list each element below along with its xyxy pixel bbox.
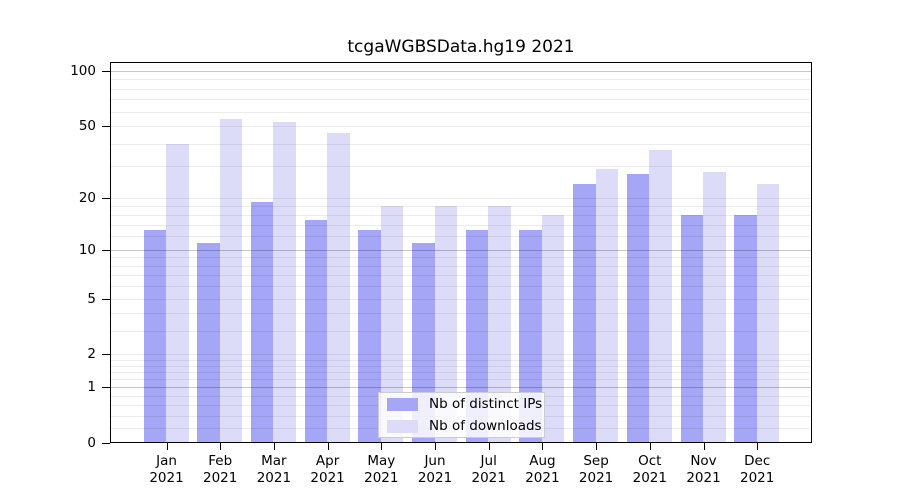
bar-jul-downloads xyxy=(488,205,511,443)
legend-swatch-downloads xyxy=(387,419,418,433)
legend: Nb of distinct IPs Nb of downloads xyxy=(378,392,545,438)
gridline xyxy=(110,99,812,101)
bar-apr-distinct-ips xyxy=(304,219,328,443)
y-tick-label-0: 0 xyxy=(87,435,96,451)
x-tick-mark xyxy=(542,443,544,450)
bar-nov-distinct-ips xyxy=(680,214,703,443)
x-tick-label-dec: Dec 2021 xyxy=(740,453,775,486)
y-tick-label-50: 50 xyxy=(78,118,96,135)
gridline xyxy=(110,111,812,113)
gridline xyxy=(110,143,812,145)
bar-nov-downloads xyxy=(703,171,726,443)
bar-may-downloads xyxy=(380,205,404,443)
bar-apr-downloads xyxy=(327,132,350,443)
bar-jul-distinct-ips xyxy=(465,230,489,443)
x-tick-label-sep: Sep 2021 xyxy=(578,453,614,486)
x-tick-mark xyxy=(273,443,275,450)
legend-swatch-distinct-ips xyxy=(387,397,418,411)
y-tick-label-20: 20 xyxy=(78,189,96,206)
plot-area xyxy=(110,62,812,443)
x-tick-mark xyxy=(596,443,598,450)
y-tick-mark xyxy=(102,387,110,389)
x-tick-mark xyxy=(381,443,383,450)
bar-oct-downloads xyxy=(649,149,672,443)
x-tick-label-mar: Mar 2021 xyxy=(256,453,292,486)
x-tick-mark xyxy=(327,443,329,450)
bar-jan-downloads xyxy=(166,143,189,443)
x-tick-mark xyxy=(435,443,436,450)
gridline xyxy=(110,166,812,168)
bar-sep-distinct-ips xyxy=(573,183,596,443)
x-tick-label-nov: Nov 2021 xyxy=(686,453,721,486)
bar-may-distinct-ips xyxy=(358,230,381,443)
gridline xyxy=(110,88,812,90)
x-tick-label-jul: Jul 2021 xyxy=(471,453,506,486)
legend-label-downloads: Nb of downloads xyxy=(429,417,542,434)
y-tick-label-1: 1 xyxy=(87,379,96,396)
bar-feb-downloads xyxy=(219,118,243,443)
x-tick-label-oct: Oct 2021 xyxy=(632,453,667,486)
bar-oct-distinct-ips xyxy=(626,174,650,443)
y-tick-mark xyxy=(102,443,110,444)
bar-jun-downloads xyxy=(434,205,457,443)
x-tick-mark xyxy=(488,443,490,450)
y-tick-label-2: 2 xyxy=(87,346,96,363)
x-tick-mark xyxy=(757,443,759,450)
gridline xyxy=(110,79,812,81)
legend-label-distinct-ips: Nb of distinct IPs xyxy=(429,395,543,412)
x-tick-label-jun: Jun 2021 xyxy=(417,453,453,486)
y-tick-label-10: 10 xyxy=(78,241,96,258)
y-tick-mark xyxy=(102,197,110,199)
y-tick-mark xyxy=(102,71,110,72)
bar-sep-downloads xyxy=(595,168,619,443)
x-tick-mark xyxy=(220,443,222,450)
legend-item-distinct-ips: Nb of distinct IPs xyxy=(379,395,544,414)
y-tick-mark xyxy=(102,249,110,251)
bar-dec-downloads xyxy=(756,183,780,443)
y-tick-label-100: 100 xyxy=(70,63,96,79)
y-tick-mark xyxy=(102,354,110,356)
x-tick-label-jan: Jan 2021 xyxy=(149,453,184,486)
x-tick-mark xyxy=(166,443,168,450)
bar-aug-downloads xyxy=(541,214,565,443)
x-tick-label-may: May 2021 xyxy=(364,453,399,486)
bar-jan-distinct-ips xyxy=(143,230,166,443)
x-tick-label-aug: Aug 2021 xyxy=(525,453,560,486)
bar-dec-distinct-ips xyxy=(734,214,757,443)
gridline-major xyxy=(110,71,812,72)
y-tick-mark xyxy=(102,298,110,300)
chart-title: tcgaWGBSData.hg19 2021 xyxy=(347,37,575,57)
bar-mar-distinct-ips xyxy=(250,201,274,443)
y-tick-mark xyxy=(102,126,110,128)
legend-item-downloads: Nb of downloads xyxy=(379,417,544,436)
bar-aug-distinct-ips xyxy=(519,230,542,443)
x-tick-label-feb: Feb 2021 xyxy=(203,453,238,486)
x-tick-mark xyxy=(703,443,705,450)
x-tick-label-apr: Apr 2021 xyxy=(310,453,345,486)
bar-feb-distinct-ips xyxy=(197,242,220,443)
bar-mar-downloads xyxy=(273,121,296,443)
y-tick-label-5: 5 xyxy=(87,290,96,307)
x-tick-mark xyxy=(649,443,651,450)
gridline xyxy=(110,126,812,128)
